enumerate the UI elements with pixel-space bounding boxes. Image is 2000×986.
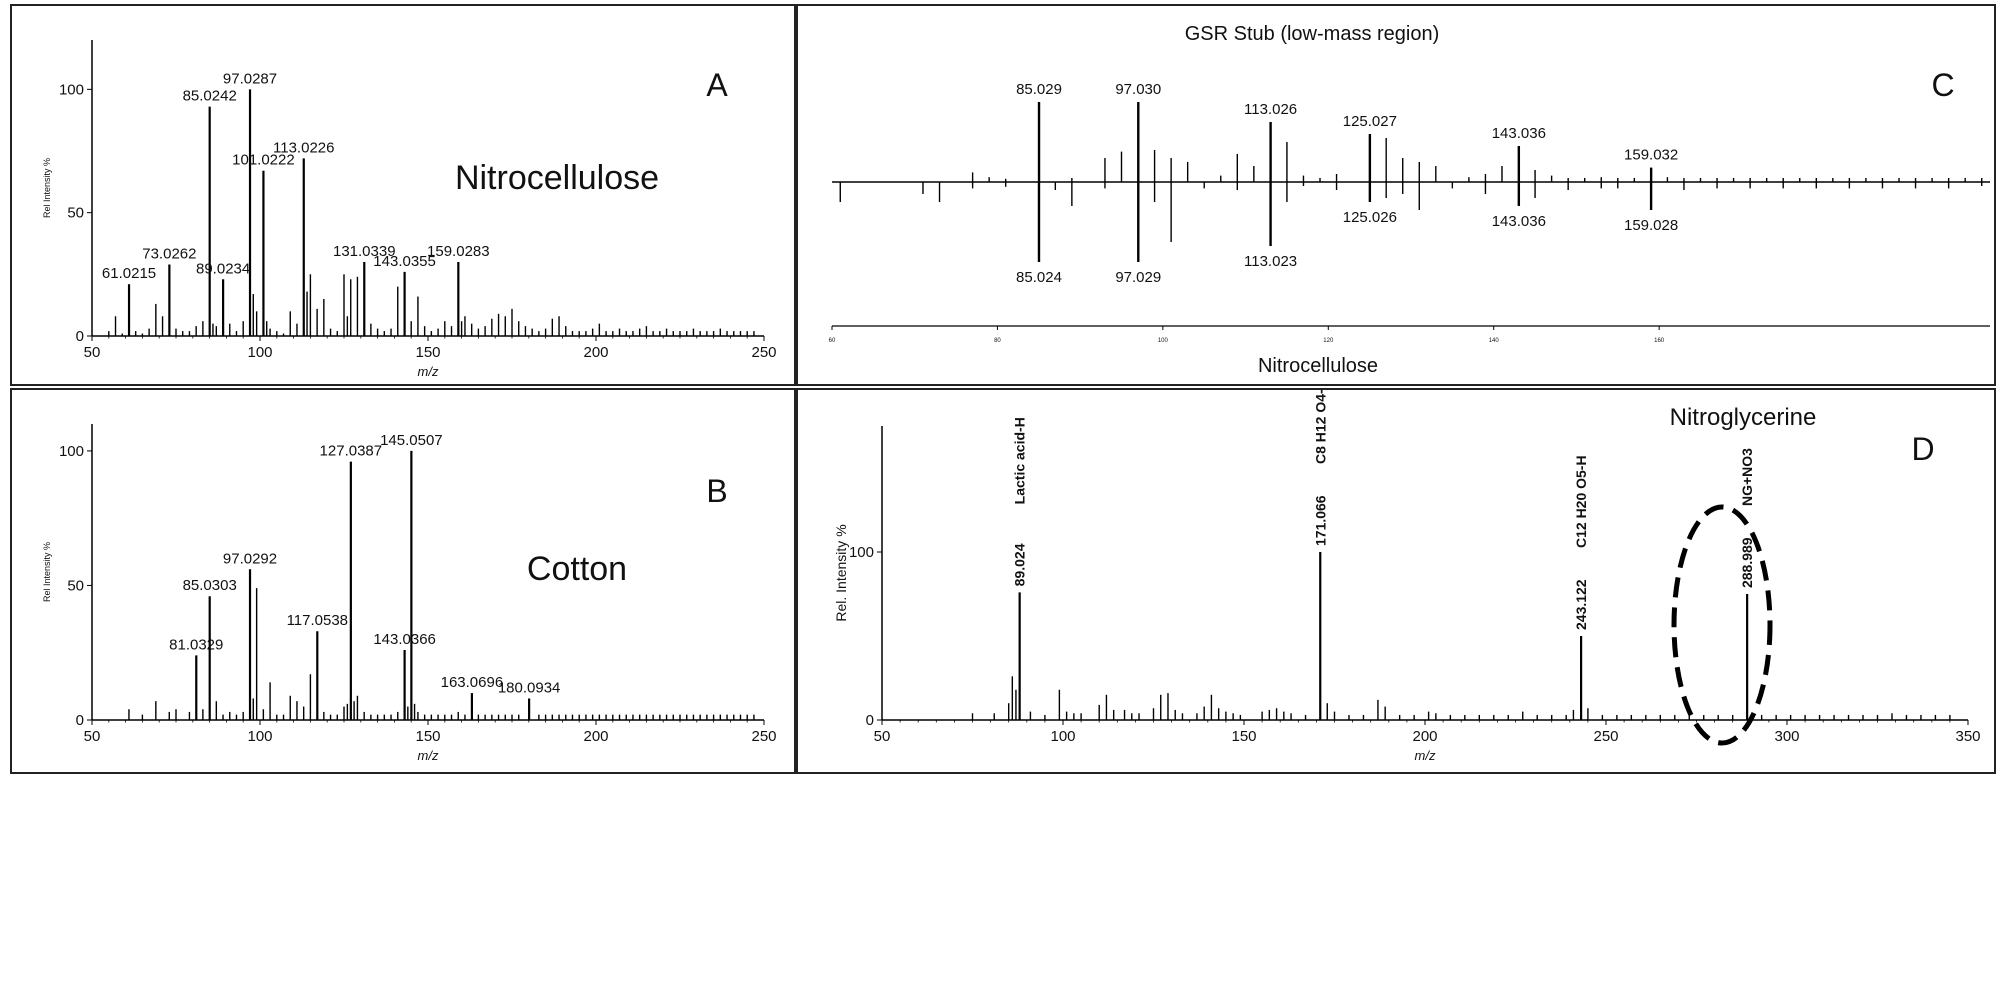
panel-letter: B xyxy=(706,473,727,509)
chart-d: 50 100 150 200 250 300 350 0 100 m/z Rel. Intensit… xyxy=(833,390,1981,763)
peak-label: 101.0222 xyxy=(232,152,295,169)
y-tick-label: 100 xyxy=(849,544,874,561)
x-axis-label: m/z xyxy=(418,748,439,763)
peak-label: 131.0339 xyxy=(333,243,396,260)
y-axis-label: Rel. Intensity % xyxy=(833,524,849,621)
panel-letter: D xyxy=(1911,431,1934,467)
peak-label: 113.0226 xyxy=(273,139,334,156)
peak-label: 85.0242 xyxy=(183,88,237,105)
x-axis-label: m/z xyxy=(1415,748,1436,763)
panel-d: 50 100 150 200 250 300 350 0 100 m/z Rel. Intensit… xyxy=(796,388,1996,774)
panel-a: 50 100 150 200 250 0 50 100 m/z Rel Intensity % 61… xyxy=(10,4,796,386)
peak-label: 171.066 xyxy=(1312,495,1328,546)
highlight-ellipse xyxy=(1671,504,1773,746)
peak-label: 125.027 xyxy=(1343,113,1397,130)
x-tick-label: 150 xyxy=(415,344,440,361)
peak-label: 143.036 xyxy=(1492,125,1546,142)
peak-label: 85.024 xyxy=(1016,269,1062,286)
inset-label: Nitrocellulose xyxy=(455,159,659,197)
x-tick-label: 100 xyxy=(247,728,272,745)
x-tick-label: 200 xyxy=(583,344,608,361)
y-tick-label: 0 xyxy=(76,712,84,729)
x-tick-label: 100 xyxy=(1158,338,1169,344)
chart-c: 60 80 100 120 140 160 85.029 97.030 113.026 125.0… xyxy=(829,23,1990,377)
peak-label: 143.0366 xyxy=(373,631,436,648)
x-tick-label: 100 xyxy=(1050,728,1075,745)
x-tick-label: 60 xyxy=(829,338,836,344)
peak-label: 85.029 xyxy=(1016,81,1062,98)
peak-annotation: C12 H20 O5-H xyxy=(1573,455,1589,548)
peak-label: 159.032 xyxy=(1624,147,1678,164)
peak-label: 143.036 xyxy=(1492,213,1546,230)
x-tick-label: 200 xyxy=(583,728,608,745)
y-axis-label: Rel Intensity % xyxy=(42,542,52,602)
peak-label: 159.0283 xyxy=(427,243,490,260)
peak-label: 89.024 xyxy=(1012,543,1028,586)
peak-label: 113.026 xyxy=(1244,101,1297,118)
x-tick-label: 250 xyxy=(751,728,776,745)
y-tick-label: 0 xyxy=(76,328,84,345)
peak-label: 163.0696 xyxy=(441,674,504,691)
x-tick-label: 250 xyxy=(751,344,776,361)
x-tick-label: 50 xyxy=(84,344,101,361)
peak-label: 97.0292 xyxy=(223,550,277,567)
peak-label: 85.0303 xyxy=(183,577,237,594)
peak-annotation: NG+NO3 xyxy=(1739,448,1755,506)
panel-b: 50 100 150 200 250 0 50 100 m/z Rel Intensity % 81… xyxy=(10,388,796,774)
peak-label: 159.028 xyxy=(1624,217,1678,234)
peak-label: 127.0387 xyxy=(320,443,383,460)
peak-label: 143.0355 xyxy=(373,253,436,270)
x-tick-label: 250 xyxy=(1593,728,1618,745)
panel-letter: A xyxy=(706,67,728,103)
inset-label: Nitroglycerine xyxy=(1670,404,1817,431)
x-tick-label: 50 xyxy=(84,728,101,745)
peak-label: 243.122 xyxy=(1573,579,1589,630)
peak-label: 288.989 xyxy=(1739,537,1755,588)
peak-label: 97.0287 xyxy=(223,70,277,87)
x-tick-label: 120 xyxy=(1323,338,1334,344)
peak-label: 97.030 xyxy=(1115,81,1161,98)
x-tick-label: 150 xyxy=(415,728,440,745)
panel-c: 60 80 100 120 140 160 85.029 97.030 113.026 125.0… xyxy=(796,4,1996,386)
peak-label: 180.0934 xyxy=(498,679,561,696)
peak-label: 61.0215 xyxy=(102,265,156,282)
chart-title: GSR Stub (low-mass region) xyxy=(1185,23,1440,45)
x-tick-label: 160 xyxy=(1654,338,1665,344)
x-tick-label: 150 xyxy=(1231,728,1256,745)
y-axis-label: Rel Intensity % xyxy=(42,158,52,218)
x-tick-label: 140 xyxy=(1489,338,1500,344)
peak-label: 73.0262 xyxy=(142,245,196,262)
panel-letter: C xyxy=(1931,67,1954,103)
y-tick-label: 50 xyxy=(67,205,84,222)
x-tick-label: 200 xyxy=(1412,728,1437,745)
peak-annotation: Lactic acid-H xyxy=(1012,417,1028,504)
peak-label: 113.023 xyxy=(1244,253,1297,270)
peak-label: 89.0234 xyxy=(196,260,250,277)
x-axis-label: m/z xyxy=(418,364,439,379)
inset-label: Cotton xyxy=(527,550,627,588)
x-tick-label: 100 xyxy=(247,344,272,361)
peak-label: 81.0329 xyxy=(169,636,223,653)
y-tick-label: 100 xyxy=(59,443,84,460)
y-tick-label: 0 xyxy=(866,712,874,729)
peak-label: 125.026 xyxy=(1343,209,1397,226)
peak-annotation: C8 H12 O4-H xyxy=(1312,390,1328,464)
y-tick-label: 50 xyxy=(67,577,84,594)
peak-label: 117.0538 xyxy=(287,612,348,629)
x-tick-label: 350 xyxy=(1955,728,1980,745)
peak-label: 145.0507 xyxy=(380,432,443,449)
y-tick-label: 100 xyxy=(59,81,84,98)
x-tick-label: 80 xyxy=(994,338,1001,344)
x-tick-label: 300 xyxy=(1774,728,1799,745)
x-tick-label: 50 xyxy=(874,728,891,745)
bottom-label: Nitrocellulose xyxy=(1258,355,1378,377)
peak-label: 97.029 xyxy=(1115,269,1161,286)
